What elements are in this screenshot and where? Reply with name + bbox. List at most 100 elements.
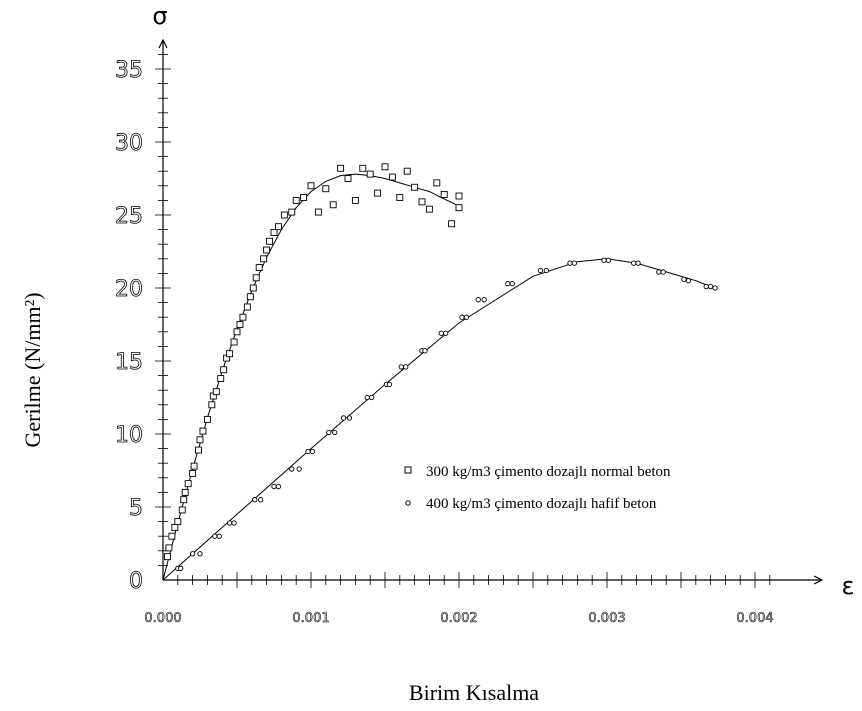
legend-marker-light [405, 500, 411, 506]
data-point-normal-beton [233, 328, 241, 336]
data-point-normal-beton [266, 237, 274, 245]
data-point-hafif-beton [537, 267, 544, 274]
data-point-hafif-beton [630, 260, 637, 266]
data-point-hafif-beton [685, 278, 692, 284]
data-point-hafif-beton [703, 283, 709, 290]
y-axis-arrow [158, 38, 168, 49]
data-point-normal-beton [190, 462, 198, 470]
data-point-hafif-beton [340, 415, 347, 421]
data-point-normal-beton [270, 229, 278, 236]
legend: 300 kg/m3 çimento dozajlı normal beton 4… [404, 464, 671, 512]
y-tick-label: 0 [129, 569, 143, 594]
data-point-hafif-beton [505, 280, 511, 287]
data-point-hafif-beton [289, 466, 295, 472]
fit-curves [162, 173, 711, 581]
data-point-normal-beton [374, 189, 382, 197]
data-point-hafif-beton [252, 497, 258, 503]
data-point-hafif-beton [258, 497, 264, 503]
legend-label-light: 400 kg/m3 çimento dozajlı hafif beton [426, 496, 657, 512]
y-tick-label: 30 [115, 131, 143, 156]
data-point-hafif-beton [712, 285, 718, 291]
data-point-hafif-beton [443, 330, 449, 336]
x-axis-arrow [813, 575, 824, 585]
fit-curve-0 [162, 173, 460, 581]
x-tick-label: 0.001 [292, 611, 329, 626]
data-point-hafif-beton [605, 257, 612, 263]
data-point-hafif-beton [567, 260, 573, 266]
data-point-hafif-beton [656, 269, 662, 275]
data-point-normal-beton [203, 415, 211, 423]
legend-marker-normal [404, 466, 412, 474]
data-point-normal-beton [329, 201, 337, 209]
data-point-normal-beton [196, 436, 204, 444]
data-point-hafif-beton [189, 551, 196, 557]
data-point-hafif-beton [309, 448, 316, 455]
data-point-normal-beton [249, 284, 257, 292]
data-point-normal-beton [263, 246, 271, 254]
data-point-normal-beton [418, 198, 426, 206]
y-axis-title: Gerilme (N/mm²) [20, 292, 45, 447]
data-point-hafif-beton [681, 276, 687, 282]
data-point-normal-beton [307, 182, 315, 190]
data-point-hafif-beton [398, 364, 404, 370]
fit-curve-1 [162, 258, 711, 581]
data-point-normal-beton [226, 350, 234, 358]
data-point-normal-beton [180, 496, 188, 504]
data-point-normal-beton [243, 303, 251, 311]
data-point-normal-beton [274, 223, 282, 231]
data-point-hafif-beton [296, 466, 302, 472]
y-tick-label: 35 [115, 58, 143, 83]
data-point-hafif-beton [475, 297, 481, 303]
data-point-normal-beton [230, 338, 238, 346]
data-point-normal-beton [189, 469, 197, 477]
data-point-hafif-beton [422, 348, 428, 354]
data-point-normal-beton [433, 179, 441, 187]
data-point-normal-beton [174, 518, 182, 526]
data-point-normal-beton [163, 553, 171, 561]
y-tick-label: 5 [129, 496, 143, 521]
data-point-normal-beton [217, 375, 225, 382]
data-point-hafif-beton [326, 429, 332, 436]
data-point-normal-beton [184, 480, 192, 488]
data-point-normal-beton [252, 274, 260, 282]
data-point-normal-beton [288, 208, 296, 216]
data-point-hafif-beton [707, 283, 714, 290]
data-point-normal-beton [388, 173, 396, 181]
data-point-normal-beton [165, 544, 173, 552]
data-point-hafif-beton [271, 483, 277, 490]
data-point-hafif-beton [212, 533, 218, 539]
data-point-normal-beton [455, 204, 463, 212]
data-point-normal-beton [292, 196, 300, 204]
data-point-hafif-beton [509, 280, 515, 287]
data-point-hafif-beton [369, 394, 375, 401]
x-axis-symbol: ε [842, 572, 855, 600]
data-point-hafif-beton [275, 483, 282, 490]
data-point-hafif-beton [459, 314, 465, 320]
y-tick-label: 15 [115, 350, 143, 375]
data-point-hafif-beton [601, 257, 607, 263]
data-point-normal-beton [448, 220, 456, 228]
data-point-hafif-beton [231, 520, 237, 526]
x-axis-title: Birim Kısalma [409, 680, 539, 705]
data-point-hafif-beton [543, 267, 549, 274]
data-point-hafif-beton [226, 520, 233, 526]
data-point-normal-beton [212, 388, 220, 396]
y-tick-label: 25 [115, 204, 143, 229]
data-point-normal-beton [300, 194, 308, 201]
y-tick-label: 20 [115, 277, 143, 302]
data-point-normal-beton [455, 192, 463, 200]
data-point-normal-beton [337, 164, 345, 172]
data-point-hafif-beton [403, 364, 409, 370]
data-point-normal-beton [322, 185, 330, 193]
data-point-normal-beton [440, 191, 448, 199]
data-point-hafif-beton [305, 448, 311, 455]
data-point-hafif-beton [197, 551, 203, 557]
data-point-normal-beton [314, 208, 322, 216]
data-point-normal-beton [171, 523, 179, 531]
data-point-hafif-beton [438, 330, 444, 336]
data-point-normal-beton [396, 194, 404, 201]
data-point-normal-beton [425, 205, 433, 213]
data-point-normal-beton [359, 164, 367, 172]
data-point-normal-beton [381, 163, 389, 171]
